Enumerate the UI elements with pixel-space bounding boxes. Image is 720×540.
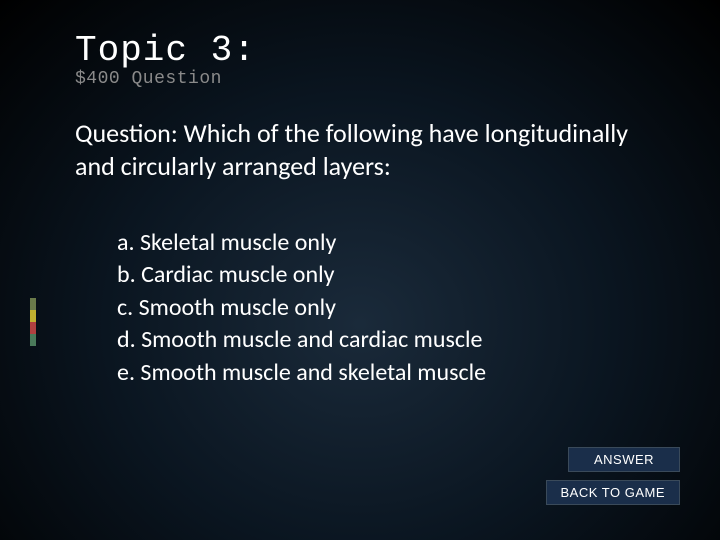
accent-segment [30,310,36,322]
option-b: b. Cardiac muscle only [117,259,665,291]
topic-title: Topic 3: [75,30,665,71]
option-a: a. Skeletal muscle only [117,227,665,259]
options-list: a. Skeletal muscle onlyb. Cardiac muscle… [117,227,665,389]
accent-segment [30,298,36,310]
subtitle: $400 Question [75,69,665,89]
question-text: Question: Which of the following have lo… [75,117,665,182]
button-group: ANSWER BACK TO GAME [546,447,681,505]
option-c: c. Smooth muscle only [117,292,665,324]
accent-segment [30,322,36,334]
answer-button[interactable]: ANSWER [568,447,680,472]
back-to-game-button[interactable]: BACK TO GAME [546,480,681,505]
accent-segment [30,334,36,346]
option-d: d. Smooth muscle and cardiac muscle [117,324,665,356]
accent-bar [30,298,36,346]
option-e: e. Smooth muscle and skeletal muscle [117,357,665,389]
slide-content: Topic 3: $400 Question Question: Which o… [75,30,665,389]
